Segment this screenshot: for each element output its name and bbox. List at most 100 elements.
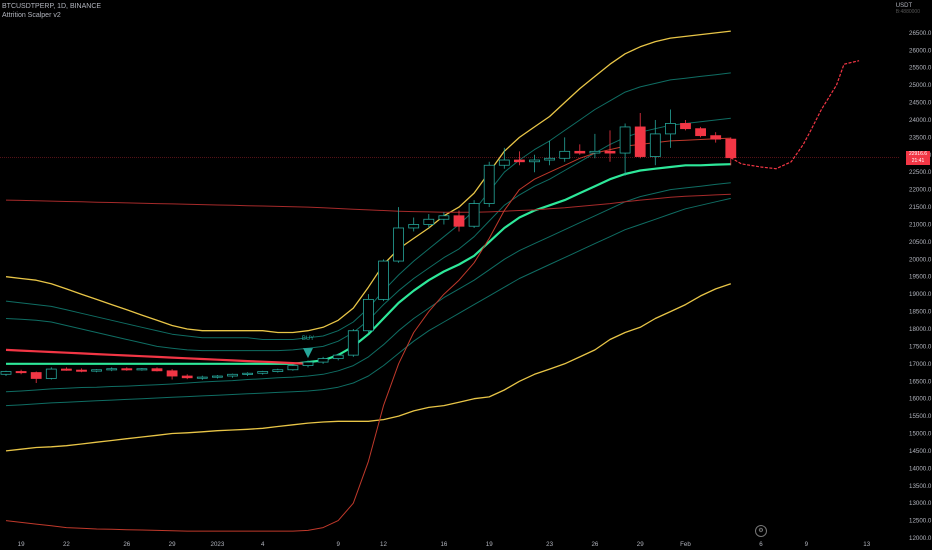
y-tick-label: 21500.0 [909, 204, 932, 211]
candle-body [347, 330, 359, 356]
forecast-line [730, 60, 860, 170]
candle-body [136, 368, 148, 371]
series-red_ma_thick [5, 348, 309, 365]
candle-body [151, 368, 163, 372]
buy-arrow-icon [303, 348, 313, 359]
currency-sub: B:4880000 [895, 9, 920, 15]
last-price-tag: 22916.6 21:41 [906, 150, 930, 165]
x-tick-label: 16 [440, 541, 447, 548]
series-basis [6, 163, 731, 365]
candle-body [166, 370, 178, 377]
countdown: 21:41 [911, 157, 925, 164]
candle-body [710, 135, 722, 140]
time-axis[interactable]: 19 22 26 29 2023 4 9 12 16 19 23 26 29 Feb 6 9 13 [18, 541, 871, 548]
x-tick-label: Feb [680, 541, 691, 548]
x-tick-label: 9 [336, 541, 340, 548]
candle-body [438, 215, 450, 220]
indicator-title[interactable]: Attrition Scalper v2 [2, 12, 61, 19]
candlesticks [0, 109, 737, 383]
y-tick-label: 23500.0 [909, 134, 932, 141]
y-tick-label: 25000.0 [909, 82, 932, 89]
y-tick-label: 24000.0 [909, 117, 932, 124]
candle-body [574, 150, 586, 154]
y-tick-label: 20000.0 [909, 256, 932, 263]
y-tick-label: 16500.0 [909, 378, 932, 385]
candle-body [695, 128, 706, 137]
y-tick-label: 17000.0 [909, 361, 932, 368]
y-tick-label: 16000.0 [909, 396, 932, 403]
y-tick-label: 20500.0 [909, 239, 932, 246]
x-tick-label: 4 [261, 541, 265, 548]
candle-body [196, 376, 208, 379]
x-tick-label: 12 [380, 541, 387, 548]
x-tick-label: 19 [18, 541, 25, 548]
y-tick-label: 26500.0 [909, 30, 932, 37]
candle-body [634, 126, 646, 157]
candle-body [45, 368, 57, 379]
candle-body [0, 371, 12, 375]
x-tick-label: 29 [169, 541, 176, 548]
candle-body [30, 372, 42, 379]
candle-body [649, 133, 661, 157]
y-tick-label: 13000.0 [909, 500, 932, 507]
x-tick-label: 13 [863, 541, 870, 548]
currency-label[interactable]: USDT B:4880000 [896, 3, 920, 15]
x-tick-label: 23 [546, 541, 553, 548]
candle-body [121, 368, 133, 371]
candle-body [227, 373, 238, 377]
candle-body [498, 159, 510, 166]
x-tick-label: 22 [63, 541, 70, 548]
candle-body [302, 361, 314, 366]
candle-body [408, 224, 420, 229]
candle-body [559, 150, 571, 159]
candle-body [181, 375, 193, 379]
x-tick-label: 6 [759, 541, 763, 548]
y-tick-label: 25500.0 [909, 65, 932, 72]
candle-body [287, 365, 299, 371]
candle-body [453, 215, 465, 227]
y-tick-label: 18000.0 [909, 326, 932, 333]
chart-settings-icon[interactable]: ⚙ [755, 525, 767, 537]
y-tick-label: 12000.0 [909, 535, 932, 542]
y-tick-label: 19000.0 [909, 291, 932, 298]
candle-body [604, 150, 616, 154]
candle-body [468, 203, 480, 227]
indicator-lines [0, 30, 900, 532]
candle-body [680, 123, 691, 130]
candle-body [529, 159, 540, 163]
x-tick-label: 9 [805, 541, 809, 548]
y-tick-label: 12500.0 [909, 518, 932, 525]
last-price: 22916.6 [908, 150, 928, 157]
chart-legend: BTCUSDTPERP, 1D, BINANCE Attrition Scalp… [2, 2, 101, 20]
y-tick-label: 22000.0 [909, 187, 932, 194]
candle-body [61, 368, 72, 371]
y-tick-label: 24500.0 [909, 100, 932, 107]
candle-body [619, 126, 631, 154]
candle-body [378, 260, 389, 300]
symbol-title[interactable]: BTCUSDTPERP, 1D, BINANCE [2, 3, 102, 10]
x-tick-label: 26 [123, 541, 130, 548]
candle-body [211, 375, 223, 378]
price-axis[interactable]: 12000.0 12500.0 13000.0 13500.0 14000.0 14500… [909, 30, 932, 542]
candle-body [272, 369, 284, 372]
currency-code: USDT [895, 3, 913, 9]
x-tick-label: 26 [591, 541, 598, 548]
y-tick-label: 14500.0 [909, 448, 932, 455]
candle-body [544, 157, 555, 161]
candle-body [76, 369, 87, 372]
candle-body [257, 371, 269, 374]
series-lower_outer [5, 283, 732, 452]
series-lower_inner [5, 182, 731, 393]
y-tick-label: 21000.0 [909, 221, 932, 228]
candle-body [332, 354, 344, 360]
candle-body [665, 123, 676, 135]
candle-body [15, 371, 27, 374]
forecast-path [730, 60, 860, 170]
y-tick-label: 19500.0 [909, 274, 932, 281]
y-tick-label: 13500.0 [909, 483, 932, 490]
candle-body [514, 159, 525, 163]
candle-body [483, 164, 495, 204]
candle-body [725, 138, 737, 159]
candle-body [91, 369, 102, 372]
